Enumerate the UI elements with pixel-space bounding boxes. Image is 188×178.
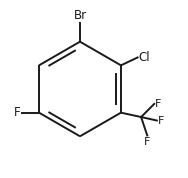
Text: F: F: [144, 137, 150, 147]
Text: F: F: [14, 106, 21, 119]
Text: Cl: Cl: [139, 51, 150, 64]
Text: F: F: [158, 116, 164, 125]
Text: F: F: [155, 99, 161, 109]
Text: Br: Br: [74, 9, 86, 22]
